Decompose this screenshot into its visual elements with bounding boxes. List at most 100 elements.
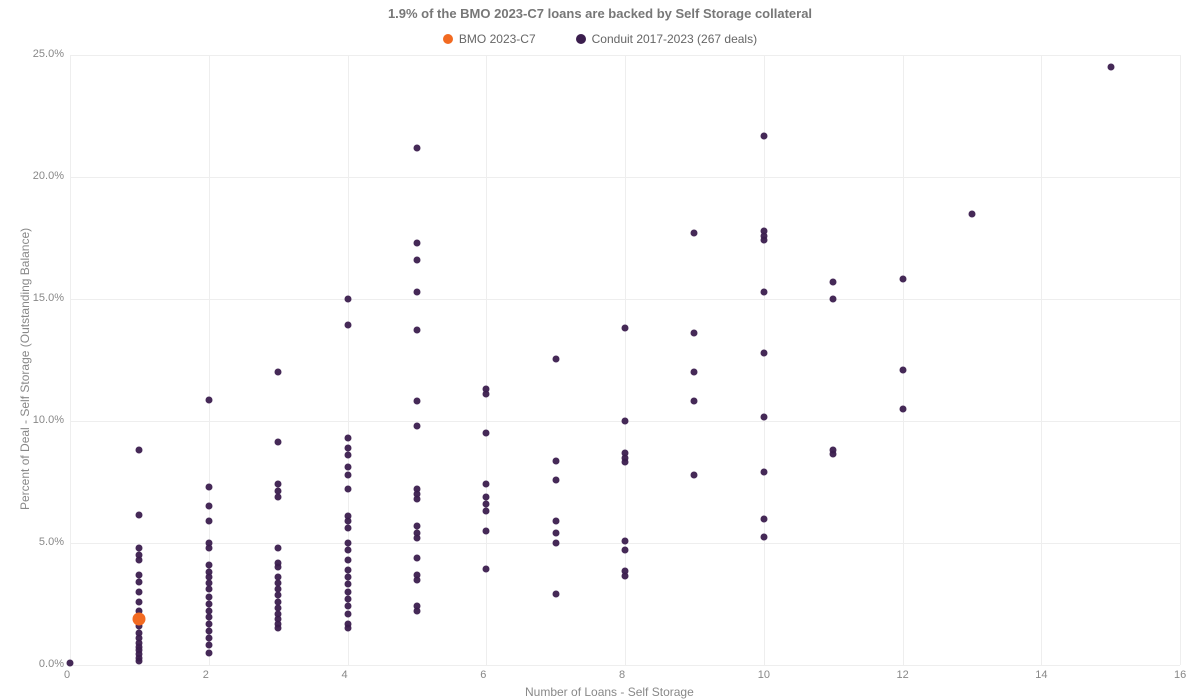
legend-item-conduit: Conduit 2017-2023 (267 deals) [576, 32, 757, 46]
gridline-vertical [1180, 55, 1181, 665]
gridline-horizontal [70, 665, 1180, 666]
data-point [275, 369, 282, 376]
y-tick-label: 15.0% [33, 292, 64, 304]
data-point [275, 481, 282, 488]
data-point [205, 540, 212, 547]
gridline-vertical [1041, 55, 1042, 665]
data-point [275, 586, 282, 593]
data-point [275, 574, 282, 581]
y-tick-label: 0.0% [39, 658, 64, 670]
data-point [136, 630, 143, 637]
data-point [275, 610, 282, 617]
data-point [760, 349, 767, 356]
data-point [552, 530, 559, 537]
data-point [691, 230, 698, 237]
data-point [691, 471, 698, 478]
x-tick-label: 0 [64, 669, 70, 681]
y-tick-label: 10.0% [33, 414, 64, 426]
data-point [344, 547, 351, 554]
gridline-vertical [764, 55, 765, 665]
data-point [413, 288, 420, 295]
plot-area [70, 55, 1180, 665]
data-point [622, 325, 629, 332]
data-point [760, 414, 767, 421]
x-tick-label: 16 [1174, 669, 1186, 681]
data-point [344, 435, 351, 442]
data-point [483, 430, 490, 437]
data-point [344, 620, 351, 627]
data-point [344, 610, 351, 617]
data-point [760, 132, 767, 139]
data-point [413, 486, 420, 493]
data-point [67, 659, 74, 666]
x-tick-label: 8 [619, 669, 625, 681]
data-point [830, 447, 837, 454]
data-point [483, 481, 490, 488]
data-point [275, 604, 282, 611]
data-point [205, 614, 212, 621]
data-point [691, 398, 698, 405]
data-point [691, 330, 698, 337]
highlight-point [133, 612, 146, 625]
data-point [622, 449, 629, 456]
x-axis-label: Number of Loans - Self Storage [525, 685, 694, 699]
data-point [968, 210, 975, 217]
data-point [344, 603, 351, 610]
data-point [344, 540, 351, 547]
data-point [136, 579, 143, 586]
data-point [413, 398, 420, 405]
data-point [205, 518, 212, 525]
data-point [275, 598, 282, 605]
data-point [136, 571, 143, 578]
data-point [552, 458, 559, 465]
data-point [136, 588, 143, 595]
data-point [691, 369, 698, 376]
data-point [483, 386, 490, 393]
data-point [760, 469, 767, 476]
data-point [344, 596, 351, 603]
data-point [483, 500, 490, 507]
data-point [275, 580, 282, 587]
x-tick-label: 14 [1035, 669, 1047, 681]
data-point [830, 278, 837, 285]
data-point [413, 554, 420, 561]
data-point [760, 533, 767, 540]
data-point [622, 568, 629, 575]
data-point [275, 493, 282, 500]
data-point [899, 276, 906, 283]
x-tick-label: 4 [342, 669, 348, 681]
data-point [413, 603, 420, 610]
y-tick-label: 5.0% [39, 536, 64, 548]
gridline-vertical [486, 55, 487, 665]
data-point [344, 296, 351, 303]
y-tick-label: 25.0% [33, 48, 64, 60]
x-tick-label: 10 [758, 669, 770, 681]
legend-item-highlight: BMO 2023-C7 [443, 32, 536, 46]
legend-label-conduit: Conduit 2017-2023 (267 deals) [592, 32, 757, 46]
data-point [136, 598, 143, 605]
y-axis-label: Percent of Deal - Self Storage (Outstand… [18, 228, 32, 510]
x-tick-label: 6 [480, 669, 486, 681]
data-point [205, 569, 212, 576]
data-point [552, 540, 559, 547]
data-point [344, 452, 351, 459]
data-point [622, 537, 629, 544]
legend: BMO 2023-C7 Conduit 2017-2023 (267 deals… [0, 32, 1200, 46]
data-point [205, 580, 212, 587]
legend-swatch-conduit [576, 34, 586, 44]
data-point [899, 405, 906, 412]
data-point [413, 144, 420, 151]
x-tick-label: 2 [203, 669, 209, 681]
data-point [205, 593, 212, 600]
data-point [205, 649, 212, 656]
data-point [344, 321, 351, 328]
data-point [275, 487, 282, 494]
data-point [622, 547, 629, 554]
data-point [205, 601, 212, 608]
data-point [552, 591, 559, 598]
data-point [552, 476, 559, 483]
data-point [1107, 64, 1114, 71]
data-point [622, 418, 629, 425]
data-point [899, 366, 906, 373]
data-point [413, 530, 420, 537]
